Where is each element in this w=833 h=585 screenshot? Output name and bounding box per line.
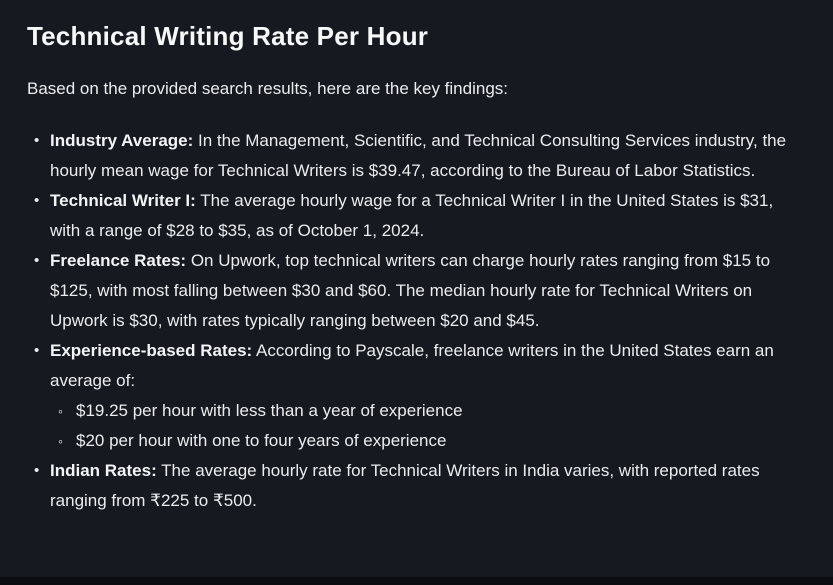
finding-item: Indian Rates: The average hourly rate fo… [34, 456, 805, 516]
finding-label: Experience-based Rates: [50, 341, 253, 360]
sub-finding-item: $20 per hour with one to four years of e… [58, 426, 805, 456]
intro-text: Based on the provided search results, he… [27, 79, 509, 98]
finding-text: On Upwork, top technical writers can cha… [50, 251, 771, 330]
finding-label: Industry Average: [50, 131, 194, 150]
finding-item: Technical Writer I: The average hourly w… [34, 186, 805, 246]
finding-text: In the Management, Scientific, and Techn… [50, 131, 787, 180]
finding-item: Experience-based Rates: According to Pay… [34, 336, 805, 456]
finding-label: Freelance Rates: [50, 251, 187, 270]
finding-text: The average hourly rate for Technical Wr… [50, 461, 760, 510]
finding-label: Technical Writer I: [50, 191, 196, 210]
finding-label: Indian Rates: [50, 461, 157, 480]
finding-text: According to Payscale, freelance writers… [50, 341, 774, 390]
sub-finding-item: $19.25 per hour with less than a year of… [58, 396, 805, 426]
finding-item: Freelance Rates: On Upwork, top technica… [34, 246, 805, 336]
page-title: Technical Writing Rate Per Hour [27, 21, 429, 51]
sub-findings-list: $19.25 per hour with less than a year of… [50, 396, 805, 456]
finding-item: Industry Average: In the Management, Sci… [34, 126, 805, 186]
findings-list: Industry Average: In the Management, Sci… [27, 126, 805, 516]
finding-text: The average hourly wage for a Technical … [50, 191, 774, 240]
